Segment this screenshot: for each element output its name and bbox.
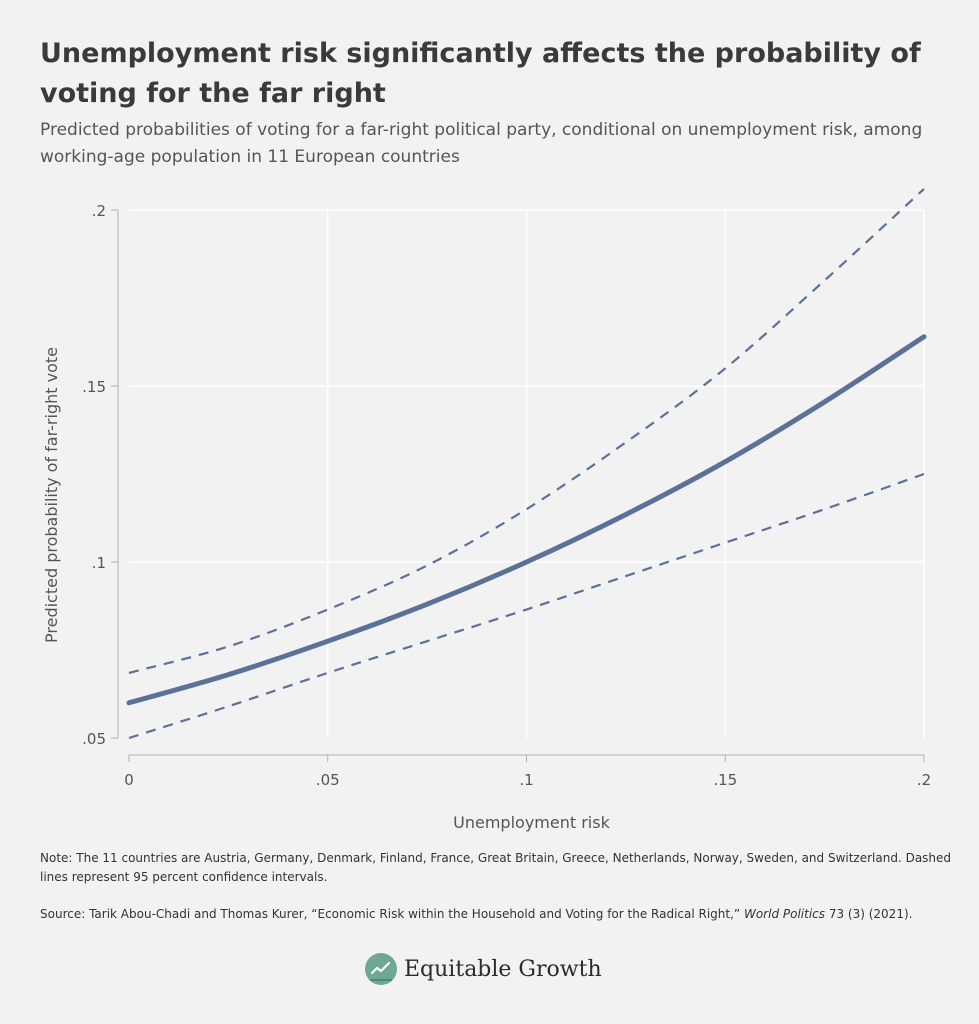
y-tick-label: .1 <box>92 554 106 572</box>
brand-name: Equitable Growth <box>404 956 602 982</box>
line-chart: .05 .1 .15 .2 0 .05 .1 .15 .2 Unemployment risk Pr… <box>42 188 931 832</box>
x-tick-label: .15 <box>713 771 737 789</box>
y-tick-label: .05 <box>82 730 106 748</box>
tick-labels: .05 .1 .15 .2 0 .05 .1 .15 .2 Unemployment risk Pr… <box>42 202 931 832</box>
source-journal: World Politics <box>743 907 826 921</box>
x-tick-label: .05 <box>316 771 340 789</box>
predicted-probability-line <box>126 334 927 706</box>
source-prefix: Source: Tarik Abou-Chadi and Thomas Kure… <box>40 907 744 921</box>
x-tick-label: .1 <box>519 771 533 789</box>
series-lines <box>126 188 927 740</box>
brand-logo[interactable]: Equitable Growth <box>364 952 602 986</box>
y-axis-label: Predicted probability of far-right vote <box>42 347 61 643</box>
source-suffix: 73 (3) (2021). <box>825 907 913 921</box>
chart-source: Source: Tarik Abou-Chadi and Thomas Kure… <box>40 905 960 924</box>
chart-title: Unemployment risk significantly affects … <box>40 38 921 109</box>
y-tick-label: .15 <box>82 378 106 396</box>
equitable-growth-logo-icon <box>365 953 397 985</box>
x-tick-label: .2 <box>917 771 931 789</box>
lower-ci-line <box>128 472 925 740</box>
axes <box>111 209 925 762</box>
chart-subtitle: Predicted probabilities of voting for a … <box>40 120 923 167</box>
x-tick-label: 0 <box>124 771 134 789</box>
y-tick-label: .2 <box>92 202 106 220</box>
gridlines <box>129 209 925 738</box>
x-axis-label: Unemployment risk <box>453 813 610 832</box>
chart-note: Note: The 11 countries are Austria, Germ… <box>40 851 952 884</box>
upper-ci-line <box>128 188 925 674</box>
